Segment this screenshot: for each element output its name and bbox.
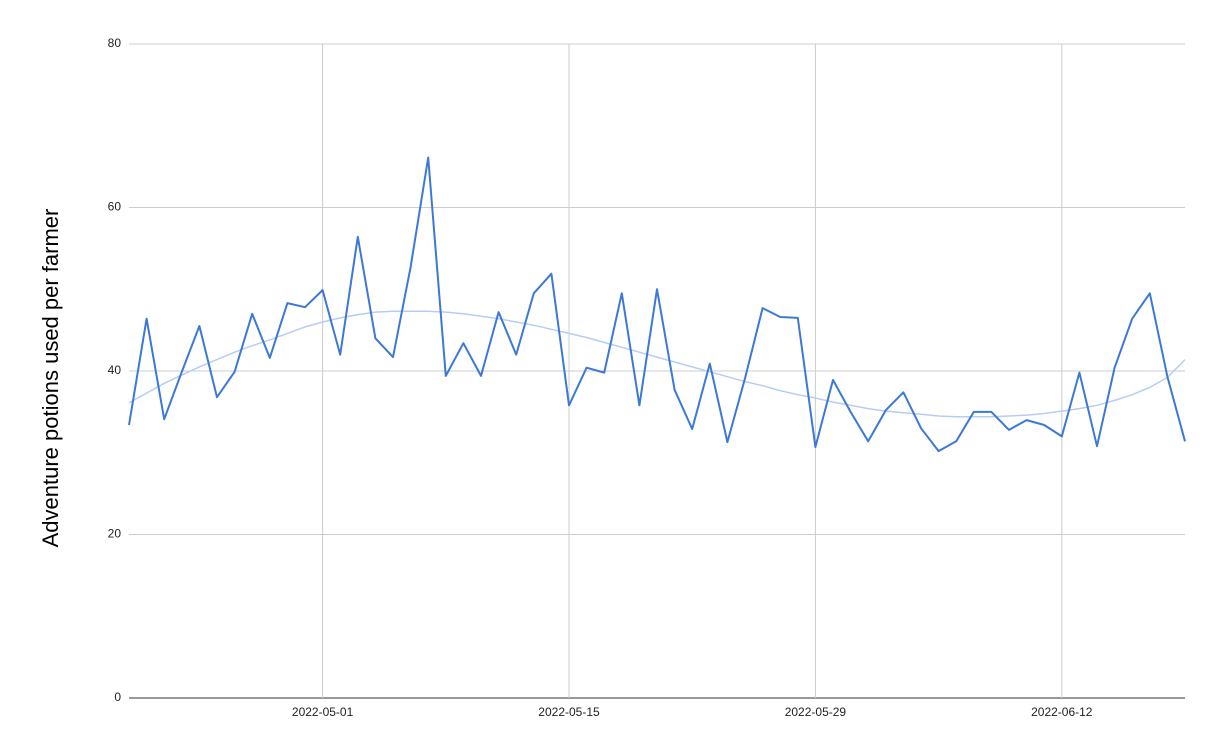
x-tick-label: 2022-05-29 [785,705,847,719]
series-line [128,310,1186,418]
y-tick-label: 40 [108,363,122,377]
x-tick-label: 2022-06-12 [1031,705,1093,719]
series-line [128,156,1186,453]
y-axis-title: Adventure potions used per farmer [38,209,63,548]
y-tick-label: 80 [108,36,122,50]
y-tick-label: 0 [114,690,121,704]
x-tick-label: 2022-05-15 [538,705,600,719]
x-tick-label: 2022-05-01 [292,705,354,719]
y-tick-label: 60 [108,200,122,214]
y-tick-label: 20 [108,527,122,541]
